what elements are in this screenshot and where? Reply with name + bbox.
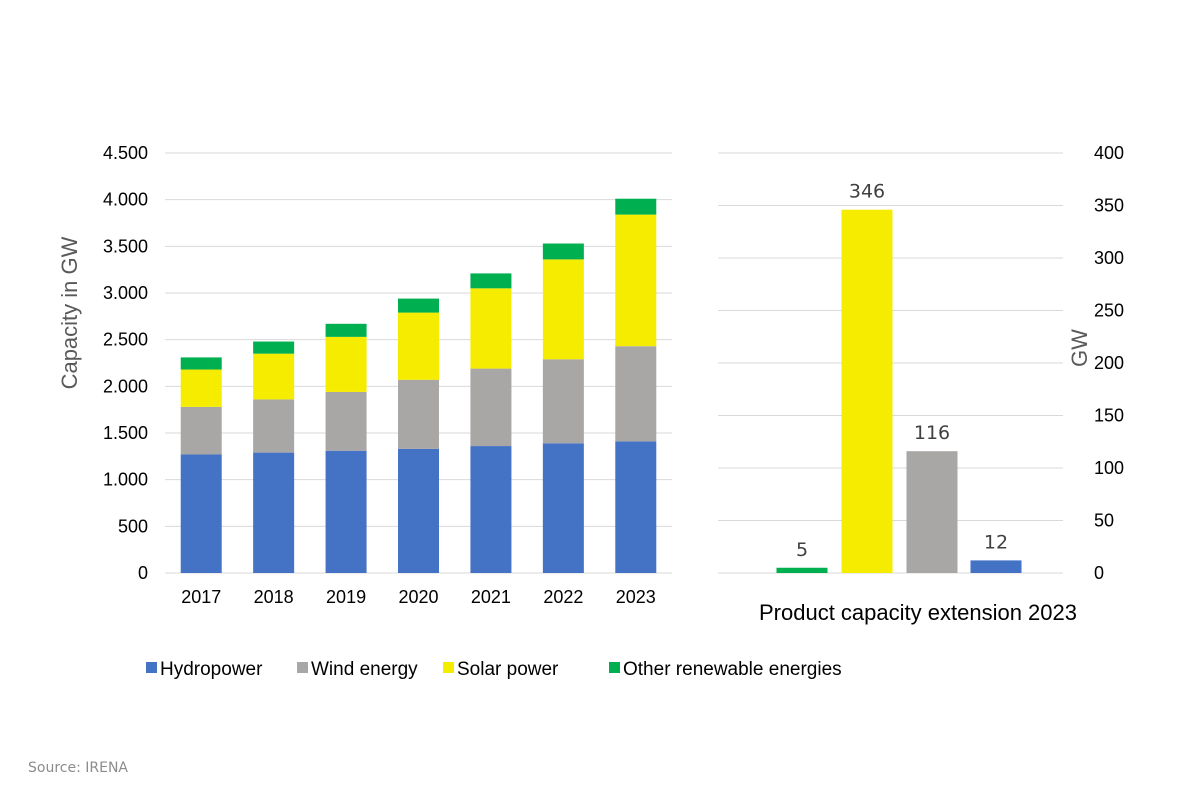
y-tick-label: 150 — [1094, 406, 1124, 426]
y-tick-label: 100 — [1094, 458, 1124, 478]
legend-label: Wind energy — [311, 659, 418, 680]
bar-segment — [180, 357, 222, 370]
y-tick-label: 1.500 — [103, 423, 148, 443]
legend-label: Other renewable energies — [623, 659, 842, 680]
x-tick-label: 2018 — [254, 587, 294, 607]
data-label: 346 — [849, 181, 885, 203]
bar-segment — [615, 346, 657, 442]
bar-segment — [180, 454, 222, 573]
bar-segment — [615, 214, 657, 347]
bar-segment — [542, 359, 584, 444]
legend-swatch — [609, 662, 620, 673]
bar-segment — [398, 298, 439, 313]
y-tick-label: 200 — [1094, 353, 1124, 373]
bar-segment — [180, 369, 222, 407]
bar-segment — [398, 312, 439, 380]
source-note: Source: IRENA — [28, 760, 129, 776]
bar-segment — [253, 452, 295, 573]
bar-segment — [325, 336, 367, 392]
x-tick-label: 2017 — [181, 587, 221, 607]
x-tick-label: 2019 — [326, 587, 366, 607]
bar — [841, 209, 893, 573]
y-tick-label: 3.000 — [103, 283, 148, 303]
y-tick-label: 1.000 — [103, 470, 148, 490]
bar-segment — [253, 399, 295, 453]
y-tick-label: 350 — [1094, 196, 1124, 216]
x-tick-label: 2022 — [543, 587, 583, 607]
legend-label: Hydropower — [160, 659, 263, 680]
y-tick-label: 0 — [138, 563, 148, 583]
y-tick-label: 4.000 — [103, 190, 148, 210]
y-tick-label: 2.500 — [103, 330, 148, 350]
bar-segment — [542, 259, 584, 360]
legend: Hydropower Wind energy Solar power Other re… — [146, 659, 842, 680]
data-label: 116 — [914, 422, 950, 444]
y-tick-label: 500 — [118, 516, 148, 536]
data-label: 5 — [796, 539, 808, 561]
bar-segment — [325, 391, 367, 451]
y-tick-label: 50 — [1094, 511, 1114, 531]
bar-segment — [615, 441, 657, 573]
bar-segment — [180, 406, 222, 455]
y-tick-label: 300 — [1094, 248, 1124, 268]
y-axis-title: GW — [1067, 329, 1092, 367]
y-tick-label: 250 — [1094, 301, 1124, 321]
capacity-extension-chart: 0 50 100 150 200 250 300 350 400 5 346 116 12 GW Produ… — [718, 143, 1124, 625]
y-tick-label: 400 — [1094, 143, 1124, 163]
bar-segment — [398, 448, 439, 573]
bar-segment — [325, 323, 367, 337]
bar-segment — [470, 273, 512, 289]
bar — [776, 567, 828, 573]
bar-segment — [253, 341, 295, 354]
y-tick-label: 0 — [1094, 563, 1104, 583]
legend-label: Solar power — [457, 659, 559, 680]
bar-segment — [325, 450, 367, 573]
bar-segment — [470, 446, 512, 573]
bar — [970, 560, 1022, 573]
stacked-capacity-chart: 0 500 1.000 1.500 2.000 2.500 3.000 3.500 4.000 4… — [57, 143, 672, 607]
legend-swatch — [297, 662, 308, 673]
bar-segment — [542, 443, 584, 573]
data-label: 12 — [984, 531, 1008, 553]
bar-segment — [542, 243, 584, 260]
bar-segment — [253, 353, 295, 400]
x-axis-title: Product capacity extension 2023 — [759, 600, 1077, 625]
x-tick-label: 2020 — [398, 587, 438, 607]
x-tick-label: 2021 — [471, 587, 511, 607]
y-tick-label: 4.500 — [103, 143, 148, 163]
y-tick-label: 2.000 — [103, 376, 148, 396]
legend-swatch — [146, 662, 157, 673]
bar — [906, 451, 958, 573]
bar-segment — [615, 198, 657, 215]
bar-segment — [470, 368, 512, 447]
y-axis-title: Capacity in GW — [57, 236, 82, 389]
bar-segment — [470, 288, 512, 369]
bar-segment — [398, 379, 439, 449]
legend-swatch — [443, 662, 454, 673]
x-tick-label: 2023 — [616, 587, 656, 607]
y-tick-label: 3.500 — [103, 236, 148, 256]
